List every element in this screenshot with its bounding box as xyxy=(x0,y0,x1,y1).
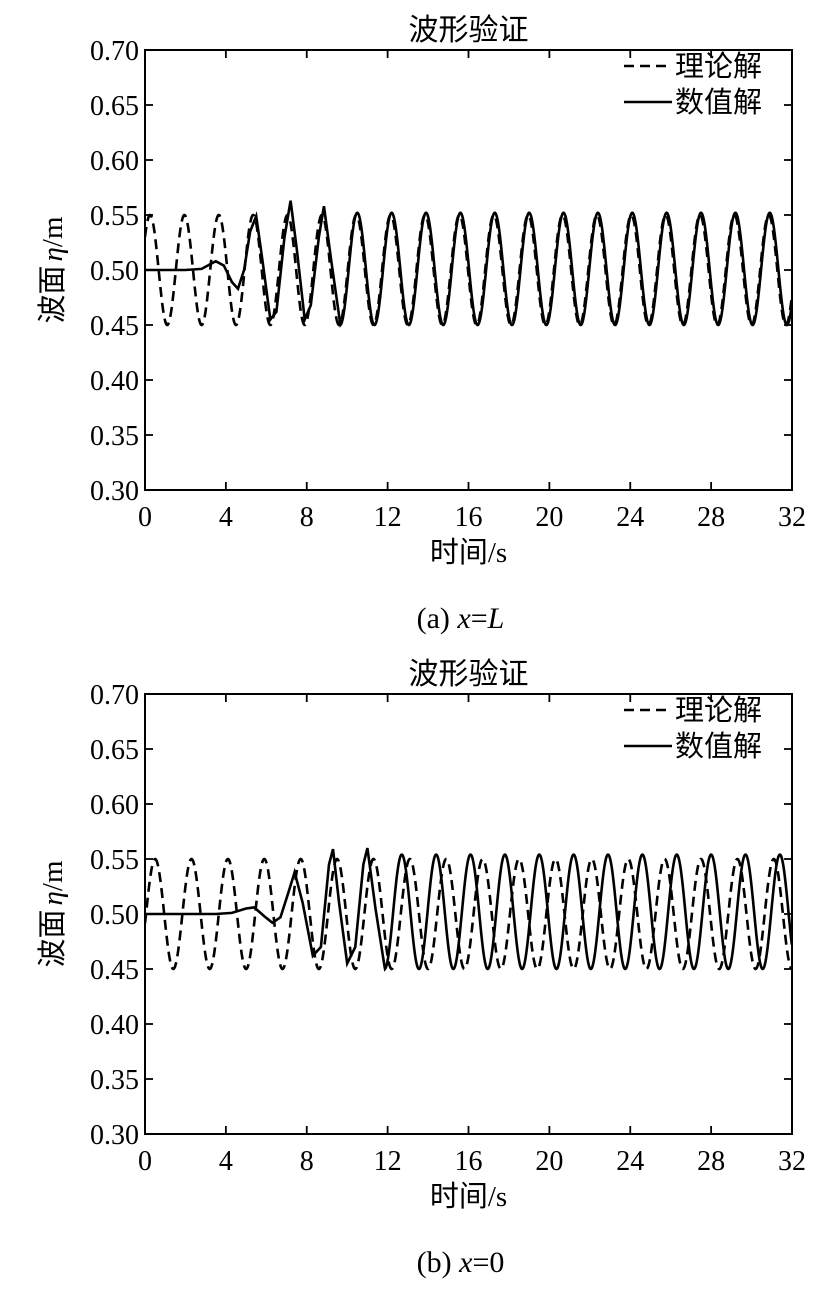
y-tick-label: 0.70 xyxy=(90,36,139,67)
x-tick-label: 8 xyxy=(300,1146,314,1177)
y-tick-label: 0.60 xyxy=(90,790,139,821)
y-tick-label: 0.55 xyxy=(90,845,139,876)
y-tick-label: 0.45 xyxy=(90,311,139,342)
x-tick-label: 0 xyxy=(138,1146,152,1177)
caption-variable: x xyxy=(458,1246,473,1279)
y-axis-label: 波面 η/m xyxy=(36,860,69,967)
y-axis-label-symbol: η xyxy=(37,891,69,905)
caption-value: L xyxy=(487,602,505,635)
y-axis-label: 波面 η/m xyxy=(36,216,69,323)
x-tick-label: 12 xyxy=(374,502,402,533)
legend-label: 数值解 xyxy=(675,86,762,119)
y-tick-label: 0.65 xyxy=(90,735,139,766)
caption-equals: = xyxy=(471,602,488,635)
y-axis-label-prefix: 波面 xyxy=(36,910,69,968)
y-axis-label-unit: /m xyxy=(37,216,69,247)
panel-caption: (a) x=L xyxy=(417,602,505,635)
y-tick-label: 0.45 xyxy=(90,955,139,986)
panel-caption: (b) x=0 xyxy=(417,1246,505,1279)
x-tick-label: 16 xyxy=(455,1146,483,1177)
x-tick-label: 12 xyxy=(374,1146,402,1177)
x-tick-label: 28 xyxy=(697,1146,725,1177)
y-tick-label: 0.70 xyxy=(90,680,139,711)
legend-label: 数值解 xyxy=(675,730,762,763)
caption-value: 0 xyxy=(489,1246,504,1279)
chart-panel-b: 0 4 8 12 16 20 24 28 32 0.30 0.35 0.40 0.45 0.50 0.55 0… xyxy=(36,658,806,1279)
caption-prefix: (b) xyxy=(417,1246,459,1279)
x-axis-label: 时间/s xyxy=(430,1180,507,1213)
x-tick-label: 4 xyxy=(219,1146,233,1177)
y-axis-label-symbol: η xyxy=(37,247,69,261)
caption-prefix: (a) xyxy=(417,602,458,635)
y-tick-label: 0.35 xyxy=(90,1065,139,1096)
chart-panel-a: 0 4 8 12 16 20 24 28 32 0.30 0.35 0.40 0.45 0.50 0.55 0… xyxy=(36,14,806,635)
y-axis-label-unit: /m xyxy=(37,860,69,891)
x-tick-label: 4 xyxy=(219,502,233,533)
caption-equals: = xyxy=(472,1246,489,1279)
y-tick-label: 0.35 xyxy=(90,421,139,452)
x-axis-label: 时间/s xyxy=(430,536,507,569)
y-tick-label: 0.50 xyxy=(90,256,139,287)
legend-label: 理论解 xyxy=(675,694,762,727)
series-line-numerical xyxy=(145,200,792,328)
x-tick-label: 16 xyxy=(455,502,483,533)
series-line-numerical xyxy=(145,847,792,972)
y-tick-label: 0.40 xyxy=(90,366,139,397)
y-tick-label: 0.50 xyxy=(90,900,139,931)
x-tick-label: 28 xyxy=(697,502,725,533)
x-tick-label: 24 xyxy=(616,1146,644,1177)
x-tick-label: 20 xyxy=(535,1146,563,1177)
x-tick-label: 0 xyxy=(138,502,152,533)
y-axis-label-prefix: 波面 xyxy=(36,266,69,324)
chart-title: 波形验证 xyxy=(409,14,529,47)
x-tick-label: 32 xyxy=(778,1146,806,1177)
y-tick-label: 0.30 xyxy=(90,1120,139,1151)
chart-title: 波形验证 xyxy=(409,658,529,691)
caption-variable: x xyxy=(456,602,471,635)
legend-label: 理论解 xyxy=(675,50,762,83)
y-tick-label: 0.55 xyxy=(90,201,139,232)
series-line-theoretical xyxy=(145,857,792,971)
x-tick-label: 32 xyxy=(778,502,806,533)
x-tick-label: 20 xyxy=(535,502,563,533)
y-tick-label: 0.40 xyxy=(90,1010,139,1041)
y-tick-label: 0.60 xyxy=(90,146,139,177)
x-tick-label: 8 xyxy=(300,502,314,533)
y-tick-label: 0.65 xyxy=(90,91,139,122)
y-tick-label: 0.30 xyxy=(90,476,139,507)
x-tick-label: 24 xyxy=(616,502,644,533)
